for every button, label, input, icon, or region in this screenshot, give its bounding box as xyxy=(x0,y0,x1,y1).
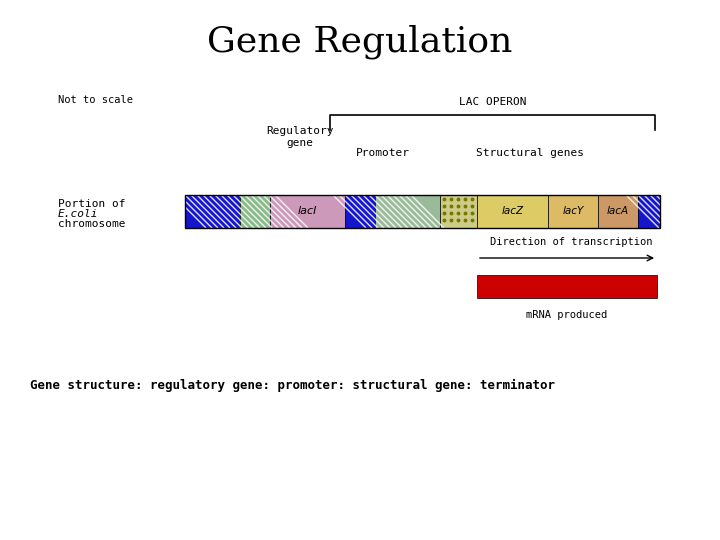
Bar xyxy=(185,195,240,228)
Bar xyxy=(345,195,375,228)
Text: Portion of: Portion of xyxy=(58,199,125,209)
Text: Gene structure: regulatory gene: promoter: structural gene: terminator: Gene structure: regulatory gene: promote… xyxy=(30,379,555,392)
Text: LAC OPERON: LAC OPERON xyxy=(459,97,526,107)
Text: Regulatory
gene: Regulatory gene xyxy=(266,126,334,148)
Text: lacY: lacY xyxy=(562,206,584,217)
Bar xyxy=(638,195,660,228)
Text: mRNA produced: mRNA produced xyxy=(526,310,608,320)
Text: lacZ: lacZ xyxy=(501,206,523,217)
Text: Direction of transcription: Direction of transcription xyxy=(490,237,652,247)
Text: lacA: lacA xyxy=(607,206,629,217)
Text: chromosome: chromosome xyxy=(58,219,125,229)
Bar xyxy=(375,195,440,228)
Bar xyxy=(240,195,270,228)
Bar xyxy=(345,195,375,228)
Text: Structural genes: Structural genes xyxy=(476,148,584,158)
Bar xyxy=(185,195,660,228)
Text: Gene Regulation: Gene Regulation xyxy=(207,25,513,59)
Bar xyxy=(638,195,660,228)
Bar xyxy=(270,195,345,228)
Text: Promoter: Promoter xyxy=(356,148,410,158)
Text: lacI: lacI xyxy=(298,206,318,217)
Bar xyxy=(185,195,240,228)
Bar xyxy=(598,195,638,228)
Text: E.coli: E.coli xyxy=(58,209,99,219)
Bar xyxy=(440,195,477,228)
Bar xyxy=(477,275,657,298)
Bar xyxy=(477,195,548,228)
Text: Not to scale: Not to scale xyxy=(58,95,133,105)
Bar xyxy=(548,195,598,228)
